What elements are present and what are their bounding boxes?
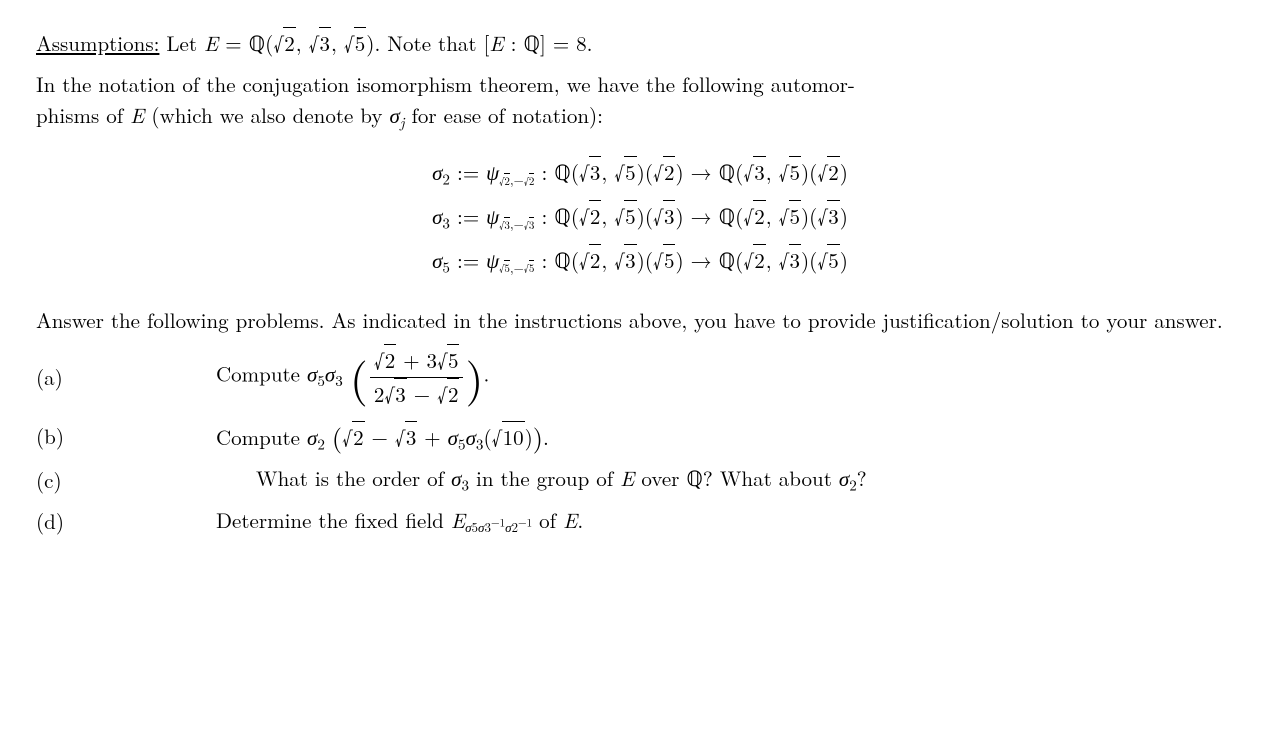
problem-c: (c) What is the order of σ3 in the group… (36, 463, 1244, 496)
fraction-a: 2 + 35 23 − 2 (370, 345, 464, 409)
sigma3-def: σ3 := ψ3,−3 : ℚ(2, 5)(3) → ℚ(2, 5)(3) (36, 195, 1244, 239)
assumptions-line: Assumptions: Let E = ℚ(2, 3, 5). Note th… (36, 28, 1244, 59)
label-c: (c) (36, 465, 96, 495)
problem-a: (a) Compute σ5σ3 ( 2 + 35 23 − 2 ). (36, 345, 1244, 409)
sigma-definitions: σ2 := ψ2,−2 : ℚ(3, 5)(2) → ℚ(3, 5)(2) σ3… (36, 151, 1244, 282)
problem-b: (b) Compute σ2 (2 − 3 + σ5σ3(10)). (36, 417, 1244, 455)
label-d: (d) (36, 506, 96, 536)
assumptions-label: Assumptions: (36, 28, 159, 58)
sigma5-def: σ5 := ψ5,−5 : ℚ(2, 3)(5) → ℚ(2, 3)(5) (36, 239, 1244, 283)
label-b: (b) (36, 421, 96, 451)
problem-d: (d) Determine the fixed field Eσ5σ3−1σ2−… (36, 505, 1244, 537)
intro-paragraph: In the notation of the conjugation isomo… (36, 69, 1244, 133)
label-a: (a) (36, 362, 96, 392)
answer-instructions: Answer the following problems. As indica… (36, 305, 1244, 335)
sigma2-def: σ2 := ψ2,−2 : ℚ(3, 5)(2) → ℚ(3, 5)(2) (36, 151, 1244, 195)
